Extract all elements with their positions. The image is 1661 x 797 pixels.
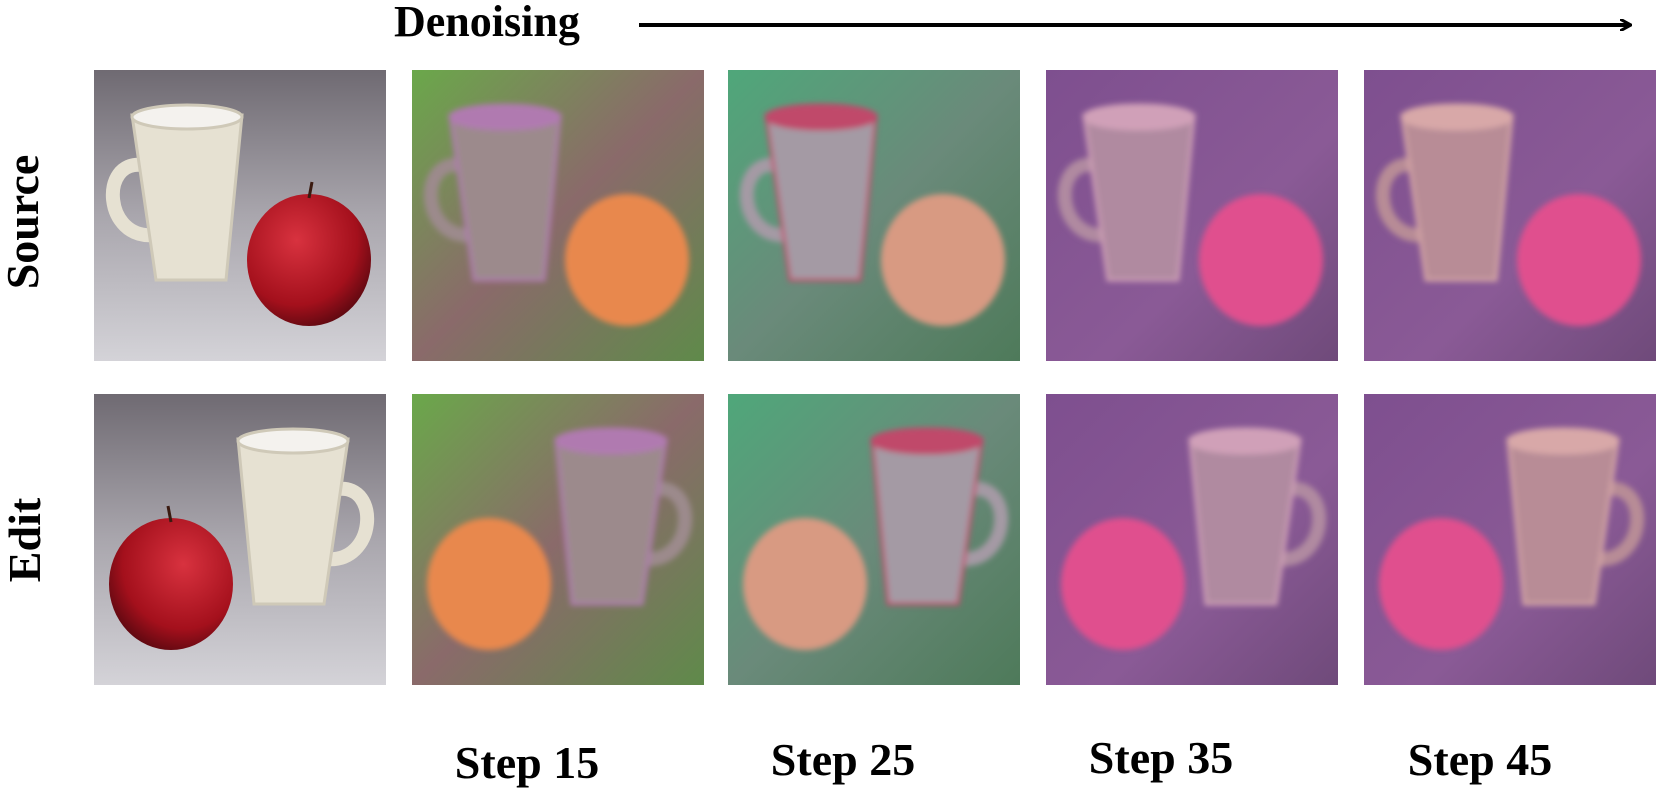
cup-handle	[739, 157, 789, 243]
cup-rim	[764, 103, 878, 131]
title: Denoising	[394, 0, 580, 46]
cup-handle	[105, 157, 155, 243]
cup-rim	[448, 103, 562, 131]
row-label: Source	[0, 155, 48, 290]
image-panel	[94, 394, 386, 685]
apple	[565, 194, 689, 326]
cup-rim	[130, 103, 244, 131]
panel-content	[427, 427, 693, 650]
apple	[427, 518, 551, 650]
apple	[1379, 518, 1503, 650]
column-label: Step 25	[771, 734, 915, 785]
cup-rim	[870, 427, 984, 455]
cup-rim	[1188, 427, 1302, 455]
apple	[1061, 518, 1185, 650]
panel-content	[105, 103, 371, 326]
cup-rim	[236, 427, 350, 455]
cup-handle	[1595, 481, 1645, 567]
image-panel	[1364, 70, 1656, 361]
image-panel	[728, 394, 1020, 685]
image-panel	[1046, 70, 1338, 361]
apple	[881, 194, 1005, 326]
cup-rim	[1506, 427, 1620, 455]
apple	[1517, 194, 1641, 326]
cup-rim	[1082, 103, 1196, 131]
apple	[247, 194, 371, 326]
column-label: Step 45	[1408, 734, 1552, 785]
cup-handle	[1057, 157, 1107, 243]
image-panel	[412, 394, 704, 685]
cup-handle	[325, 481, 375, 567]
apple	[1199, 194, 1323, 326]
column-label: Step 15	[455, 737, 599, 788]
apple-stem	[307, 181, 314, 199]
panel-content	[423, 103, 689, 326]
panel-content	[739, 103, 1005, 326]
cup-handle	[1375, 157, 1425, 243]
panel-content	[1057, 103, 1323, 326]
panel-content	[109, 427, 375, 650]
panel-content	[1375, 103, 1641, 326]
cup-handle	[643, 481, 693, 567]
image-panel	[728, 70, 1020, 361]
panel-content	[1061, 427, 1327, 650]
cup-handle	[1277, 481, 1327, 567]
image-panel	[1364, 394, 1656, 685]
cup-rim	[554, 427, 668, 455]
row-label: Edit	[0, 497, 50, 582]
apple	[743, 518, 867, 650]
column-label: Step 35	[1089, 732, 1233, 783]
panel-content	[1379, 427, 1645, 650]
image-grid	[94, 70, 1656, 685]
image-panel	[1046, 394, 1338, 685]
cup-handle	[959, 481, 1009, 567]
image-panel	[94, 70, 386, 361]
apple-stem	[166, 505, 173, 523]
image-panel	[412, 70, 704, 361]
cup-handle	[423, 157, 473, 243]
apple	[109, 518, 233, 650]
cup-rim	[1400, 103, 1514, 131]
panel-content	[743, 427, 1009, 650]
